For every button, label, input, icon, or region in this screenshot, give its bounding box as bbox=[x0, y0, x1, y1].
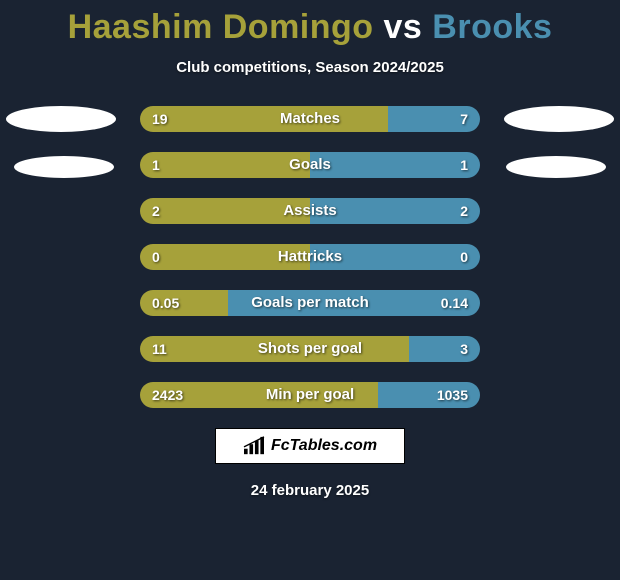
stat-bar-left: 0 bbox=[140, 244, 310, 270]
stat-row: 0.050.14Goals per match bbox=[0, 290, 620, 316]
stat-bar-left: 11 bbox=[140, 336, 409, 362]
stat-bar: 197Matches bbox=[140, 106, 480, 132]
stat-row: 11Goals bbox=[0, 152, 620, 178]
stat-value-right: 1035 bbox=[425, 387, 480, 403]
stat-value-left: 2 bbox=[140, 203, 172, 219]
stat-row: 113Shots per goal bbox=[0, 336, 620, 362]
stat-bar-right: 2 bbox=[310, 198, 480, 224]
stat-bar-left: 1 bbox=[140, 152, 310, 178]
stat-row: 00Hattricks bbox=[0, 244, 620, 270]
stat-bar: 00Hattricks bbox=[140, 244, 480, 270]
stat-value-left: 0 bbox=[140, 249, 172, 265]
bar-chart-icon bbox=[243, 436, 265, 456]
stat-bar: 24231035Min per goal bbox=[140, 382, 480, 408]
stat-bar-left: 2 bbox=[140, 198, 310, 224]
comparison-chart: 197Matches11Goals22Assists00Hattricks0.0… bbox=[0, 106, 620, 408]
stat-bar-right: 3 bbox=[409, 336, 480, 362]
stat-value-right: 1 bbox=[448, 157, 480, 173]
stat-value-left: 2423 bbox=[140, 387, 195, 403]
stat-bar-right: 0.14 bbox=[228, 290, 480, 316]
stat-bar: 113Shots per goal bbox=[140, 336, 480, 362]
stat-row: 22Assists bbox=[0, 198, 620, 224]
title-vs: vs bbox=[374, 8, 433, 46]
brand-text: FcTables.com bbox=[271, 437, 377, 455]
stat-value-left: 0.05 bbox=[140, 295, 191, 311]
stat-value-left: 19 bbox=[140, 111, 180, 127]
stat-bar-left: 2423 bbox=[140, 382, 378, 408]
stat-bar-right: 0 bbox=[310, 244, 480, 270]
stat-bar-right: 7 bbox=[388, 106, 480, 132]
footer-date: 24 february 2025 bbox=[0, 482, 620, 499]
stat-value-left: 11 bbox=[140, 341, 179, 357]
stat-bar-left: 0.05 bbox=[140, 290, 228, 316]
title-player-right: Brooks bbox=[432, 8, 552, 46]
brand-logo: FcTables.com bbox=[215, 428, 405, 464]
stat-value-right: 3 bbox=[448, 341, 480, 357]
stat-row: 24231035Min per goal bbox=[0, 382, 620, 408]
stat-value-right: 2 bbox=[448, 203, 480, 219]
stat-value-right: 0 bbox=[448, 249, 480, 265]
stat-value-right: 7 bbox=[448, 111, 480, 127]
stat-bar: 22Assists bbox=[140, 198, 480, 224]
stat-bar-left: 19 bbox=[140, 106, 388, 132]
stat-value-right: 0.14 bbox=[429, 295, 480, 311]
subtitle: Club competitions, Season 2024/2025 bbox=[0, 59, 620, 76]
stat-bar-right: 1035 bbox=[378, 382, 480, 408]
page-title: Haashim Domingo vs Brooks bbox=[0, 0, 620, 47]
stat-bar: 11Goals bbox=[140, 152, 480, 178]
title-player-left: Haashim Domingo bbox=[68, 8, 374, 46]
stat-bar-right: 1 bbox=[310, 152, 480, 178]
stat-value-left: 1 bbox=[140, 157, 172, 173]
stat-bar: 0.050.14Goals per match bbox=[140, 290, 480, 316]
stat-row: 197Matches bbox=[0, 106, 620, 132]
